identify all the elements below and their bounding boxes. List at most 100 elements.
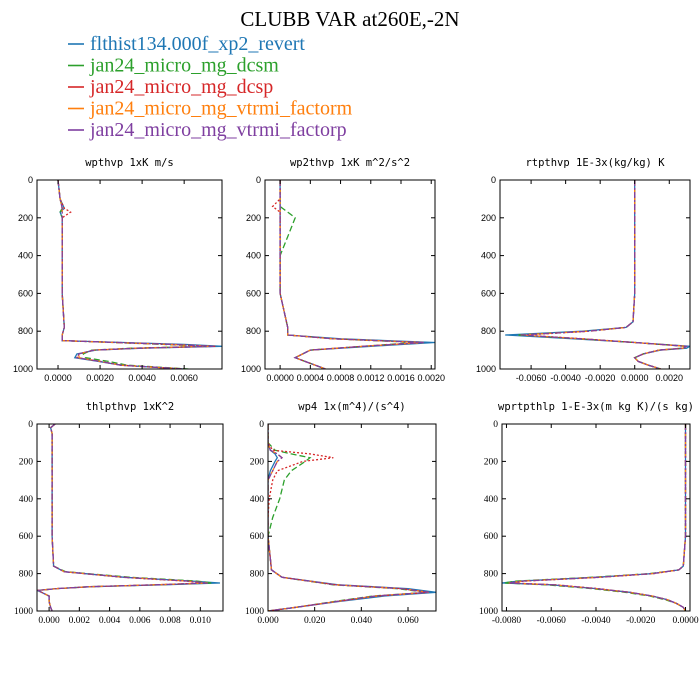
y-tick-label: 600 <box>484 532 499 542</box>
chart-panel: wprtpthlp 1-E-3x(m kg K)/(s kg)0 200 400 60… <box>479 401 699 626</box>
panel-title: thlpthvp 1xK^2 <box>86 401 175 413</box>
legend-entry: flthist134.000f_xp2_revert <box>90 33 305 55</box>
series-line <box>37 424 208 611</box>
plot-frame <box>267 423 437 612</box>
x-tick-label: 0.0012 <box>357 373 385 383</box>
x-tick-label: -0.0060 <box>516 373 547 383</box>
y-tick-label: 0 <box>491 175 496 185</box>
x-tick-label: 0.010 <box>190 616 212 626</box>
x-tick-label: 0.000 <box>38 616 60 626</box>
y-tick-label: 200 <box>250 457 265 467</box>
x-tick-label: 0.0020 <box>656 373 684 383</box>
y-tick-label: 400 <box>246 251 261 261</box>
panel-title: wp2thvp 1xK m^2/s^2 <box>290 157 410 169</box>
x-tick-label: 0.0060 <box>170 373 198 383</box>
series-line <box>508 424 687 611</box>
x-tick-label: 0.000 <box>257 616 279 626</box>
series-line <box>510 424 687 611</box>
y-tick-label: 1000 <box>14 607 33 617</box>
x-tick-label: 0.0040 <box>128 373 156 383</box>
plot-frame <box>264 179 436 370</box>
x-tick-label: 0.008 <box>159 616 181 626</box>
y-tick-label: 200 <box>484 457 499 467</box>
series-line <box>502 424 687 611</box>
series-line <box>279 180 424 369</box>
x-tick-label: -0.0080 <box>492 616 522 626</box>
x-tick-label: -0.0040 <box>581 616 611 626</box>
y-tick-label: 600 <box>250 532 265 542</box>
series-line <box>57 180 222 369</box>
y-tick-label: 600 <box>246 288 261 298</box>
x-tick-label: -0.0020 <box>585 373 616 383</box>
plot-frame <box>501 423 691 612</box>
series-line <box>268 424 430 611</box>
y-tick-label: 400 <box>19 495 34 505</box>
y-tick-label: 200 <box>19 457 34 467</box>
y-tick-label: 800 <box>481 326 496 336</box>
y-tick-label: 800 <box>484 570 499 580</box>
series-line <box>520 180 689 369</box>
panel-title: rtpthvp 1E-3x(kg/kg) K <box>525 157 665 169</box>
legend-entry: jan24_micro_mg_dcsm <box>89 55 279 77</box>
series-line <box>508 424 687 611</box>
figure-title: CLUBB VAR at260E,-2N <box>240 7 459 31</box>
y-tick-label: 0 <box>259 420 264 430</box>
x-tick-label: 0.040 <box>351 616 373 626</box>
x-tick-label: 0.002 <box>69 616 91 626</box>
x-tick-label: 0.0000 <box>266 373 294 383</box>
x-tick-label: 0.0020 <box>417 373 445 383</box>
y-tick-label: 200 <box>481 213 496 223</box>
series-line <box>37 424 208 611</box>
x-tick-label: -0.0040 <box>550 373 581 383</box>
x-tick-label: 0.006 <box>129 616 151 626</box>
series-line <box>268 424 427 611</box>
y-tick-label: 600 <box>481 288 496 298</box>
y-tick-label: 200 <box>18 213 33 223</box>
chart-panel: rtpthvp 1E-3x(kg/kg) K 0 200 400 600 800 1000 -… <box>476 157 691 383</box>
plot-frame <box>499 179 691 370</box>
y-tick-label: 1000 <box>13 364 33 374</box>
x-tick-label: 0.020 <box>304 616 326 626</box>
series-line <box>37 424 204 611</box>
plot-frame <box>36 423 224 612</box>
x-tick-label: 0.0020 <box>86 373 114 383</box>
x-tick-label: 0.060 <box>397 616 419 626</box>
x-tick-label: 0.0000 <box>672 616 698 626</box>
series-line <box>505 180 690 369</box>
legend-entry: jan24_micro_mg_dcsp <box>89 76 273 98</box>
y-tick-label: 1000 <box>476 364 496 374</box>
x-tick-label: -0.0020 <box>626 616 656 626</box>
x-tick-label: 0.004 <box>99 616 121 626</box>
y-tick-label: 400 <box>481 251 496 261</box>
y-tick-label: 800 <box>18 326 33 336</box>
y-tick-label: 1000 <box>479 607 498 617</box>
legend-entry: jan24_micro_mg_vtrmi_factorp <box>89 119 347 141</box>
series-line <box>268 424 430 611</box>
y-tick-label: 0 <box>256 175 261 185</box>
series-line <box>37 424 213 611</box>
panel-title: wp4 1x(m^4)/(s^4) <box>298 401 405 413</box>
y-tick-label: 400 <box>484 495 499 505</box>
series-line <box>268 424 430 611</box>
series-line <box>57 180 214 369</box>
y-tick-label: 200 <box>246 213 261 223</box>
plot-frame <box>36 179 223 370</box>
y-tick-label: 0 <box>28 420 33 430</box>
legend-entry: jan24_micro_mg_vtrmi_factorm <box>89 98 353 120</box>
y-tick-label: 400 <box>18 251 33 261</box>
x-tick-label: 0.0004 <box>297 373 325 383</box>
y-tick-label: 1000 <box>245 607 264 617</box>
panel-title: wpthvp 1xK m/s <box>85 157 174 169</box>
x-tick-label: 0.0008 <box>327 373 355 383</box>
x-tick-label: 0.0000 <box>44 373 72 383</box>
y-tick-label: 600 <box>19 532 34 542</box>
y-tick-label: 800 <box>246 326 261 336</box>
y-tick-label: 600 <box>18 288 33 298</box>
y-tick-label: 0 <box>493 420 498 430</box>
x-tick-label: 0.0000 <box>621 373 649 383</box>
y-tick-label: 400 <box>250 495 265 505</box>
chart-panel: thlpthvp 1xK^2 0 200 400 600 800 1000 0.000 0.00… <box>14 401 224 626</box>
